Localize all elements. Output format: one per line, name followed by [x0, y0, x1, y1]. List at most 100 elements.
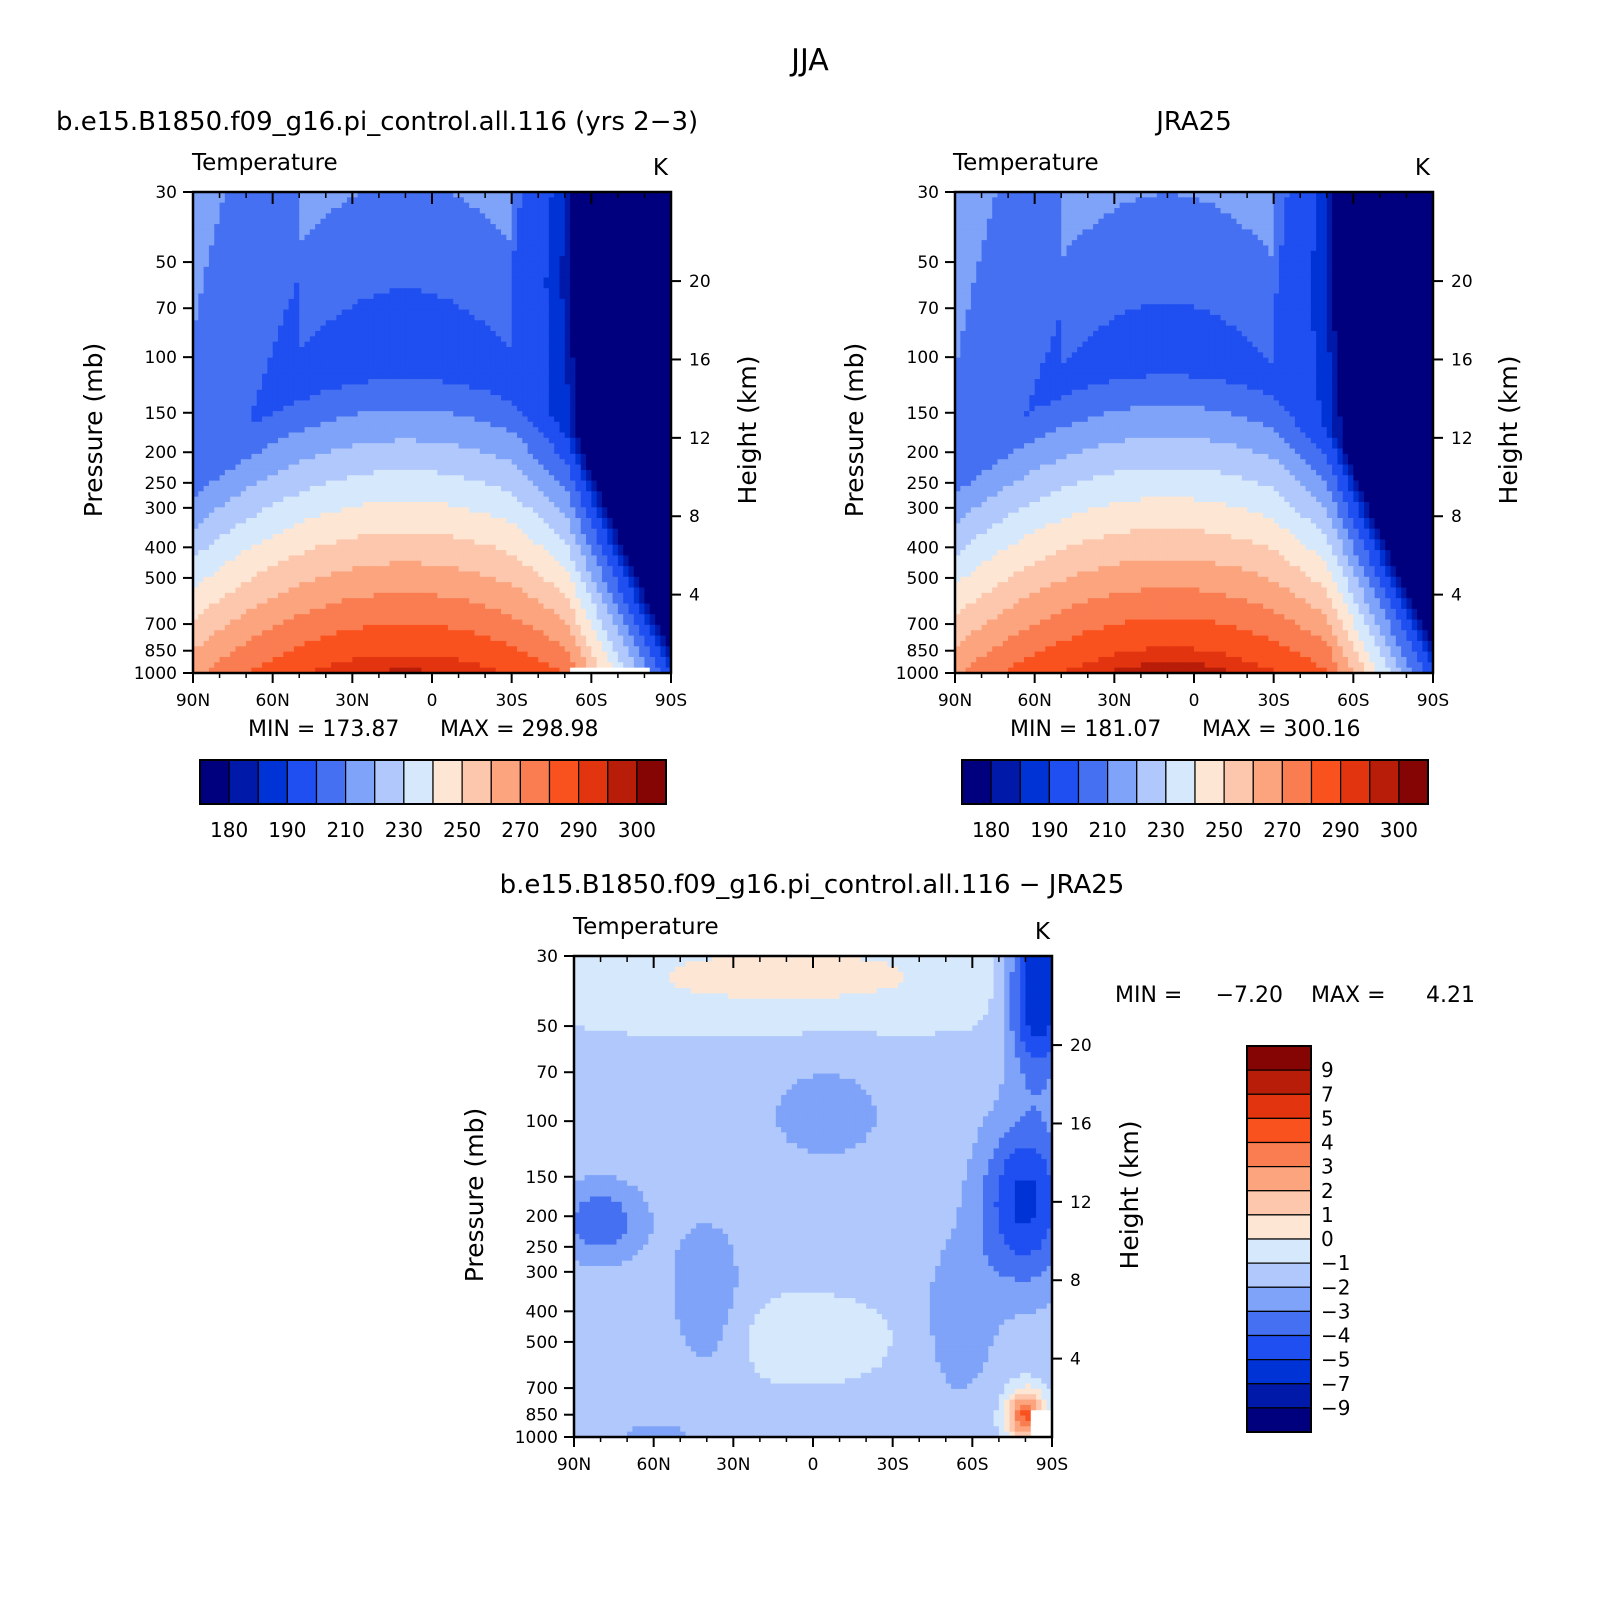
- field-cell: [564, 208, 571, 214]
- field-cell: [208, 309, 215, 316]
- field-cell: [601, 368, 608, 375]
- field-cell: [267, 336, 274, 343]
- field-cell: [628, 256, 635, 263]
- field-cell: [272, 192, 279, 198]
- field-cell: [469, 256, 476, 263]
- field-cell: [660, 234, 667, 241]
- field-cell: [240, 400, 247, 407]
- field-cell: [485, 448, 492, 455]
- field-cell: [564, 443, 571, 450]
- field-cell: [649, 379, 656, 385]
- field-cell: [607, 202, 614, 209]
- field-cell: [235, 314, 242, 321]
- field-cell: [368, 272, 375, 279]
- field-cell: [400, 250, 407, 257]
- field-cell: [580, 373, 587, 380]
- field-cell: [214, 437, 221, 444]
- field-cell: [596, 266, 603, 273]
- field-cell: [639, 250, 646, 257]
- field-cell: [447, 314, 454, 321]
- field-cell: [633, 320, 640, 327]
- field-cell: [490, 266, 497, 273]
- field-cell: [368, 432, 375, 439]
- field-cell: [623, 330, 630, 337]
- field-cell: [304, 218, 311, 225]
- field-cell: [432, 448, 438, 455]
- field-cell: [559, 261, 566, 268]
- field-cell: [256, 208, 263, 214]
- field-cell: [490, 416, 497, 423]
- field-cell: [575, 293, 582, 300]
- field-cell: [426, 400, 433, 407]
- field-cell: [501, 202, 507, 209]
- field-cell: [405, 400, 412, 407]
- field-cell: [575, 213, 582, 220]
- field-cell: [543, 411, 550, 418]
- field-cell: [410, 416, 417, 423]
- field-cell: [564, 298, 571, 305]
- field-cell: [400, 389, 407, 396]
- field-cell: [580, 309, 587, 316]
- field-cell: [368, 293, 375, 300]
- field-cell: [543, 325, 550, 332]
- field-cell: [495, 453, 502, 460]
- field-cell: [527, 368, 534, 375]
- field-cell: [240, 379, 247, 385]
- field-cell: [655, 256, 661, 263]
- field-cell: [368, 485, 375, 492]
- field-cell: [352, 389, 359, 396]
- field-cell: [299, 480, 306, 487]
- field-cell: [193, 250, 199, 257]
- field-cell: [633, 266, 640, 273]
- field-cell: [198, 384, 205, 391]
- field-cell: [559, 325, 566, 332]
- field-cell: [522, 437, 529, 444]
- field-cell: [426, 298, 433, 305]
- field-cell: [378, 282, 385, 289]
- field-cell: [586, 352, 592, 359]
- field-cell: [256, 336, 263, 343]
- field-cell: [532, 411, 539, 418]
- field-cell: [341, 357, 348, 364]
- field-cell: [532, 282, 539, 289]
- panel-model-left-string: Temperature: [191, 150, 338, 176]
- field-cell: [490, 459, 497, 466]
- field-cell: [601, 464, 608, 471]
- field-cell: [416, 432, 422, 439]
- field-cell: [262, 282, 268, 289]
- field-cell: [230, 213, 237, 220]
- field-cell: [538, 261, 545, 268]
- field-cell: [522, 368, 529, 375]
- field-cell: [639, 379, 646, 385]
- field-cell: [240, 272, 247, 279]
- field-cell: [580, 459, 587, 466]
- field-cell: [432, 325, 438, 332]
- field-cell: [660, 266, 667, 273]
- field-cell: [532, 432, 539, 439]
- field-cell: [570, 427, 576, 434]
- field-cell: [214, 192, 221, 198]
- field-cell: [564, 469, 571, 476]
- field-cell: [532, 277, 539, 284]
- field-cell: [432, 363, 438, 369]
- field-cell: [548, 336, 555, 343]
- field-cell: [543, 368, 550, 375]
- field-cell: [208, 411, 215, 418]
- field-cell: [660, 384, 667, 391]
- field-cell: [336, 453, 343, 460]
- field-cell: [490, 357, 497, 364]
- field-cell: [315, 416, 322, 423]
- field-cell: [495, 197, 502, 204]
- field-cell: [267, 325, 274, 332]
- field-cell: [378, 325, 385, 332]
- field-cell: [644, 218, 651, 225]
- field-cell: [570, 432, 576, 439]
- field-cell: [442, 357, 449, 364]
- field-cell: [665, 234, 672, 241]
- field-cell: [453, 368, 460, 375]
- field-cell: [596, 240, 603, 247]
- field-cell: [447, 437, 454, 444]
- field-cell: [214, 352, 221, 359]
- field-cell: [623, 293, 630, 300]
- field-cell: [580, 272, 587, 279]
